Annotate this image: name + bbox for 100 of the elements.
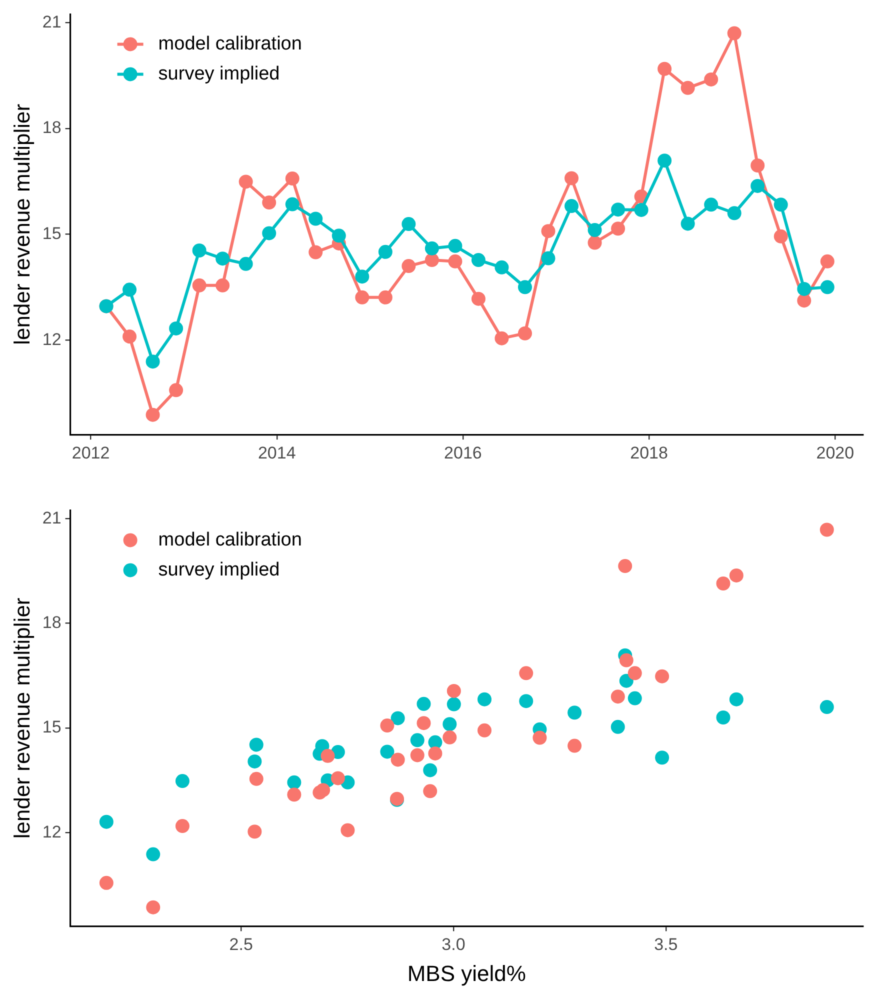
point — [729, 692, 744, 706]
y-axis-title: lender revenue multiplier — [9, 598, 34, 839]
legend-label: survey implied — [158, 559, 280, 580]
point — [471, 253, 486, 268]
point — [308, 245, 323, 260]
point — [611, 202, 626, 217]
point — [192, 244, 206, 258]
point — [424, 253, 439, 268]
point — [797, 294, 812, 308]
point — [588, 236, 602, 250]
point — [238, 256, 253, 271]
point — [518, 280, 532, 294]
x-tick-label: 2014 — [258, 443, 296, 462]
point — [655, 750, 670, 765]
point — [446, 697, 461, 712]
point — [285, 172, 300, 186]
point — [402, 259, 416, 274]
legend-label: model calibration — [158, 33, 302, 54]
point — [146, 900, 160, 914]
point — [610, 690, 625, 704]
y-tick-label: 18 — [42, 612, 62, 632]
point — [446, 684, 461, 698]
point — [820, 254, 834, 268]
point — [618, 559, 632, 574]
point — [192, 278, 206, 292]
y-tick-label: 18 — [42, 118, 62, 138]
point — [380, 718, 394, 733]
point — [378, 244, 392, 259]
point — [169, 383, 184, 398]
point — [249, 738, 264, 752]
point — [122, 330, 137, 344]
y-tick-label: 12 — [42, 330, 62, 349]
y-tick-label: 21 — [42, 508, 62, 528]
legend-label: survey implied — [158, 63, 280, 84]
point — [704, 198, 718, 212]
point — [99, 814, 114, 829]
point — [750, 178, 765, 193]
point — [428, 746, 442, 760]
point — [248, 754, 262, 768]
point — [216, 252, 230, 266]
point — [628, 666, 642, 680]
point — [541, 251, 556, 266]
point — [146, 408, 160, 422]
x-tick-label: 2012 — [72, 443, 110, 462]
point — [716, 710, 730, 724]
y-tick-label: 21 — [42, 12, 62, 32]
point — [727, 26, 742, 40]
point — [820, 280, 834, 294]
point — [448, 254, 462, 268]
point — [680, 216, 695, 231]
point — [774, 198, 788, 212]
point — [541, 224, 556, 238]
point — [175, 819, 190, 834]
point — [532, 730, 547, 745]
point — [330, 771, 345, 786]
point — [249, 772, 264, 786]
point — [355, 290, 370, 304]
y-tick-label: 15 — [42, 718, 62, 737]
x-tick-label: 2020 — [816, 443, 854, 462]
point — [519, 694, 534, 708]
point — [248, 824, 262, 839]
point — [471, 292, 486, 306]
point — [285, 197, 300, 212]
point — [658, 154, 672, 168]
point — [658, 62, 672, 76]
point — [122, 282, 137, 297]
point — [390, 711, 405, 726]
point — [262, 226, 276, 240]
point — [442, 730, 457, 744]
point — [680, 80, 695, 95]
point — [99, 876, 114, 890]
point — [169, 321, 184, 336]
point — [610, 720, 625, 734]
point — [442, 717, 457, 732]
point — [238, 174, 253, 189]
point — [287, 775, 302, 790]
point — [308, 212, 323, 226]
point — [216, 278, 230, 292]
point — [611, 222, 626, 236]
point — [494, 331, 509, 346]
point — [568, 706, 582, 720]
x-axis-title: MBS yield% — [407, 960, 526, 986]
point — [634, 202, 648, 217]
point — [402, 217, 416, 232]
point — [716, 576, 730, 590]
point — [332, 228, 346, 243]
point — [390, 752, 405, 767]
point — [262, 196, 276, 210]
point — [355, 270, 370, 284]
point — [564, 199, 579, 214]
point — [628, 691, 642, 706]
point — [820, 700, 834, 714]
point — [146, 354, 160, 369]
point — [423, 784, 438, 798]
point — [287, 788, 302, 802]
point — [424, 241, 439, 256]
point — [316, 783, 330, 798]
point — [519, 666, 534, 680]
point — [568, 738, 582, 753]
point — [588, 223, 602, 238]
